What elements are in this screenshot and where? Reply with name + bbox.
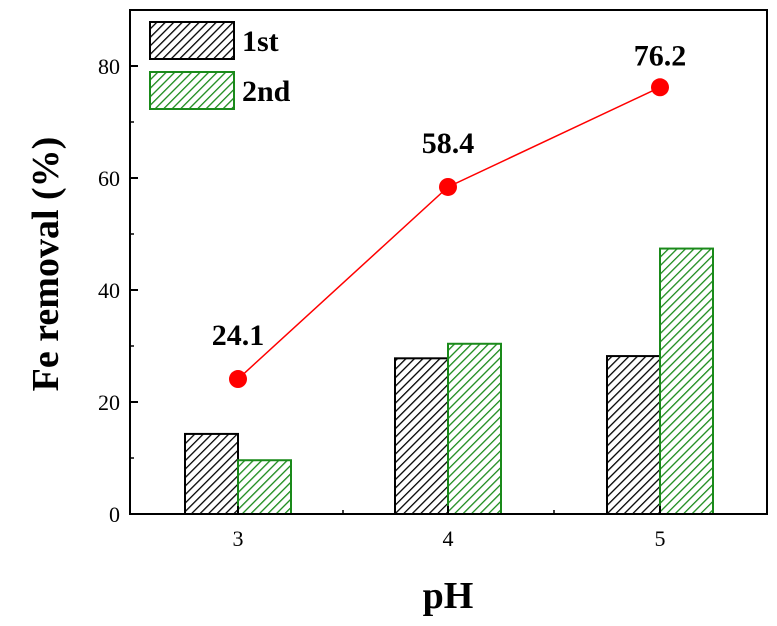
bar-1st [606,355,661,515]
legend: 1st 2nd [149,21,291,110]
legend-swatch-2nd [149,71,235,110]
y-tick-label: 40 [98,278,120,303]
legend-swatch-1st [149,21,235,60]
legend-label-2nd: 2nd [242,75,291,108]
line-series-layer: 24.1 58.4 76.2 [212,39,687,389]
y-tick-label: 20 [98,390,120,415]
x-tick-label: 3 [233,526,244,551]
y-axis-title: Fe removal (%) [25,137,67,392]
bar-1st [184,432,239,516]
x-axis-ticks: 3 4 5 [233,506,666,551]
y-axis-ticks: 0 20 40 60 80 [98,54,138,527]
bar-2nd [237,459,292,515]
data-label: 58.4 [422,127,475,160]
line-point [651,78,669,97]
bar-2nd [659,247,714,515]
line-point [439,177,457,196]
y-tick-label: 60 [98,166,120,191]
x-tick-label: 4 [443,526,454,551]
y-tick-label: 0 [109,502,120,527]
x-axis-title: pH [423,575,474,617]
bar-2nd [447,342,502,516]
data-label: 24.1 [212,319,265,352]
y-tick-label: 80 [98,54,120,79]
x-tick-label: 5 [655,526,666,551]
line-point [229,370,247,389]
legend-label-1st: 1st [242,25,279,58]
data-label: 76.2 [634,39,687,72]
bars-layer [184,247,714,516]
bar-1st [394,357,449,515]
